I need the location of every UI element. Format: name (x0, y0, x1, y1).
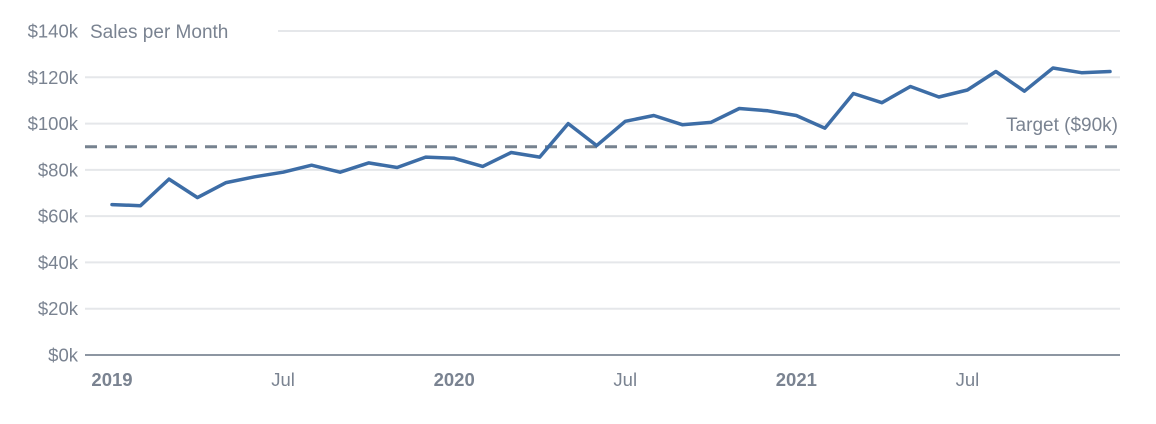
y-tick-label: $140k (28, 21, 79, 42)
x-tick-label: Jul (613, 369, 637, 390)
x-axis-labels: 2019 Jul 2020 Jul 2021 Jul (91, 369, 979, 390)
target-label: Target ($90k) (1006, 115, 1118, 136)
y-tick-label: $20k (38, 298, 79, 319)
y-tick-label: $80k (38, 159, 79, 180)
x-tick-label: 2021 (776, 369, 817, 390)
gridlines-layer (85, 30, 1120, 310)
chart-title: Sales per Month (90, 22, 228, 43)
x-tick-label: Jul (956, 369, 980, 390)
y-tick-label: $120k (28, 67, 79, 88)
target-label-background (968, 111, 1124, 139)
y-tick-label: $100k (28, 113, 79, 134)
x-tick-label: 2020 (434, 369, 475, 390)
y-axis-labels: $0k $20k $40k $60k $80k $100k $120k $140k (28, 21, 79, 366)
sales-series-line (110, 66, 1112, 208)
y-tick-label: $60k (38, 206, 79, 227)
y-tick-label: $40k (38, 252, 79, 273)
x-tick-label: Jul (271, 369, 295, 390)
y-tick-label: $0k (48, 345, 79, 366)
x-tick-label: 2019 (91, 369, 132, 390)
